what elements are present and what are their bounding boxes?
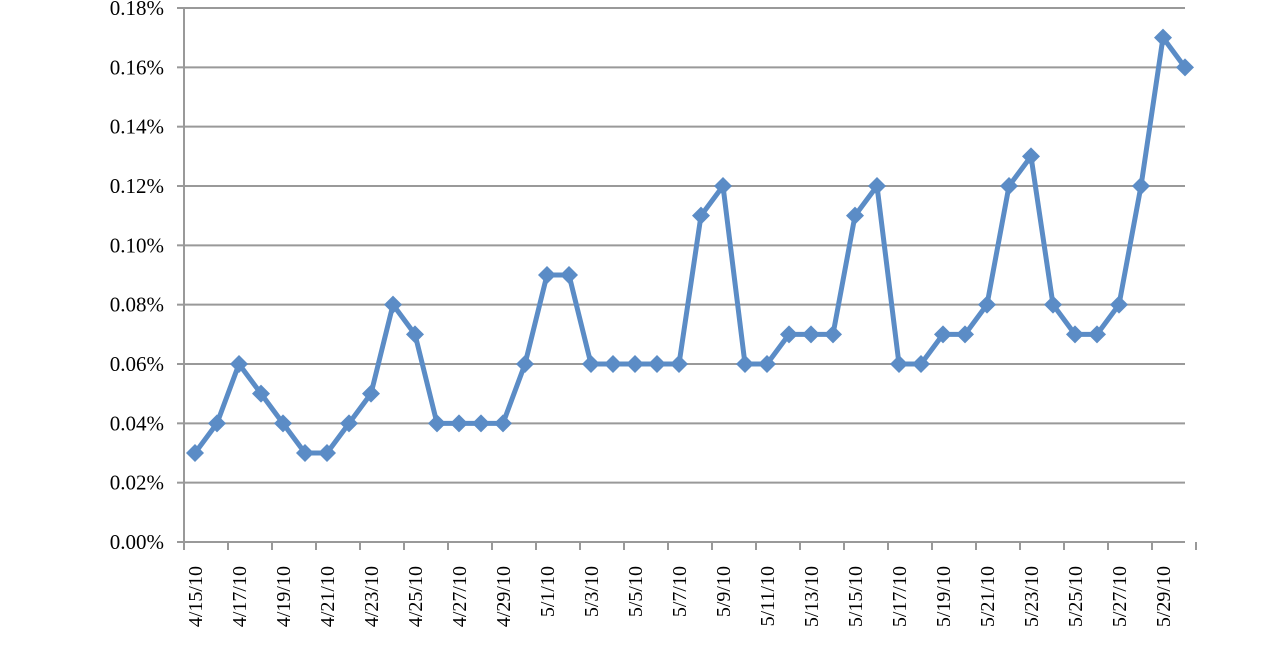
x-tick-label: 5/23/10: [1021, 566, 1043, 627]
x-tick-label: 5/13/10: [801, 566, 823, 627]
x-tick-label: 4/27/10: [449, 566, 471, 627]
data-point-marker: [1022, 147, 1040, 166]
data-point-marker: [494, 414, 512, 433]
x-tick-label: 4/17/10: [229, 566, 251, 627]
x-tick-label: 4/25/10: [405, 566, 427, 627]
data-point-marker: [362, 384, 380, 403]
data-point-marker: [186, 444, 204, 462]
data-point-marker: [758, 355, 776, 373]
y-tick-label: 0.10%: [110, 233, 164, 257]
data-point-marker: [802, 325, 820, 344]
x-tick-label: 5/5/10: [625, 566, 647, 617]
data-point-marker: [1066, 325, 1084, 344]
series-line: [192, 35, 1188, 456]
data-point-marker: [604, 355, 622, 373]
data-point-marker: [296, 444, 314, 462]
x-tick-label: 5/15/10: [845, 566, 867, 627]
data-point-marker: [956, 325, 974, 344]
x-tick-label: 5/3/10: [581, 566, 603, 617]
y-tick-label: 0.04%: [110, 411, 164, 435]
data-point-marker: [428, 414, 446, 433]
data-point-marker: [934, 325, 952, 344]
data-point-marker: [670, 355, 688, 373]
y-axis-tick-labels: 0.00% 0.02% 0.04% 0.06% 0.08% 0.10% 0.12% 0.14%…: [110, 0, 164, 554]
data-point-marker: [274, 414, 292, 433]
x-tick-label: 5/1/10: [537, 566, 559, 617]
y-tick-label: 0.18%: [110, 0, 164, 20]
data-point-marker: [208, 414, 226, 433]
data-point-marker: [780, 325, 798, 344]
x-tick-label: 5/19/10: [933, 566, 955, 627]
data-point-marker: [1110, 295, 1128, 314]
data-point-marker: [626, 355, 644, 373]
data-point-marker: [230, 355, 248, 373]
y-tick-label: 0.12%: [110, 174, 164, 198]
x-tick-label: 4/15/10: [185, 566, 207, 627]
data-point-marker: [978, 295, 996, 314]
y-tick-label: 0.16%: [110, 55, 164, 79]
data-point-marker: [1176, 58, 1194, 77]
data-point-marker: [692, 206, 710, 225]
y-tick-label: 0.08%: [110, 293, 164, 317]
data-point-marker: [384, 295, 402, 314]
data-point-marker: [582, 355, 600, 373]
x-tick-label: 5/9/10: [713, 566, 735, 617]
data-point-marker: [1088, 325, 1106, 344]
data-point-marker: [318, 444, 336, 462]
data-point-marker: [1132, 177, 1150, 195]
data-point-marker: [890, 355, 908, 373]
x-axis-tick-labels: 4/15/10 4/17/10 4/19/10 4/21/10 4/23/10 4/25/…: [185, 566, 1175, 627]
data-point-marker: [252, 384, 270, 403]
data-point-marker: [472, 414, 490, 433]
data-point-marker: [1044, 295, 1062, 314]
y-tick-label: 0.00%: [110, 530, 164, 554]
x-tick-label: 5/21/10: [977, 566, 999, 627]
x-tick-label: 4/21/10: [317, 566, 339, 627]
y-tick-label: 0.14%: [110, 115, 164, 139]
x-tick-label: 4/19/10: [273, 566, 295, 627]
data-point-marker: [1000, 177, 1018, 195]
data-point-marker: [648, 355, 666, 373]
y-tick-label: 0.06%: [110, 352, 164, 376]
y-tick-label: 0.02%: [110, 471, 164, 495]
data-point-marker: [538, 266, 556, 284]
data-point-marker: [1154, 28, 1172, 47]
data-point-marker: [714, 177, 732, 195]
data-point-marker: [340, 414, 358, 433]
x-tick-label: 4/23/10: [361, 566, 383, 627]
data-point-marker: [824, 325, 842, 344]
data-point-marker: [450, 414, 468, 433]
x-tick-label: 5/27/10: [1109, 566, 1131, 627]
data-point-marker: [912, 355, 930, 373]
x-tick-label: 4/29/10: [493, 566, 515, 627]
x-tick-label: 5/29/10: [1153, 566, 1175, 627]
data-point-marker: [560, 266, 578, 284]
data-point-marker: [868, 177, 886, 195]
series-layer: [186, 28, 1194, 462]
axes: [177, 7, 1197, 550]
data-point-marker: [736, 355, 754, 373]
x-tick-label: 5/17/10: [889, 566, 911, 627]
data-point-marker: [846, 206, 864, 225]
x-tick-label: 5/25/10: [1065, 566, 1087, 627]
x-tick-label: 5/7/10: [669, 566, 691, 617]
x-tick-label: 5/11/10: [757, 566, 779, 626]
data-point-marker: [516, 355, 534, 373]
data-point-marker: [406, 325, 424, 344]
gridlines: [184, 7, 1185, 484]
